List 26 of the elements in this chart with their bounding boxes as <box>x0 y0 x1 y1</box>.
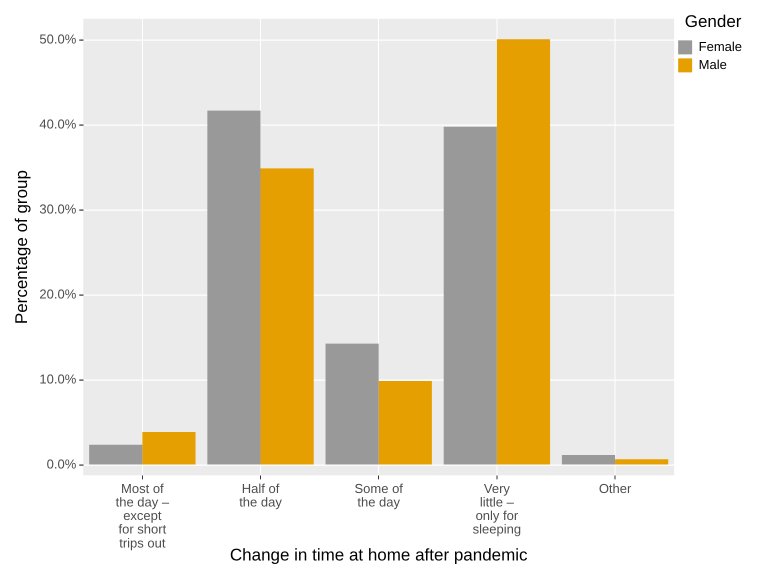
x-tick-label: Very little – only for sleeping <box>472 480 522 537</box>
legend-label: Female <box>698 38 742 54</box>
legend-label: Male <box>698 56 727 72</box>
y-tick-label: 30.0% <box>39 202 77 217</box>
bar <box>326 344 379 465</box>
bar <box>562 454 616 465</box>
y-tick-label: 10.0% <box>39 372 77 387</box>
legend-title: Gender <box>684 12 742 32</box>
x-tick-label: Most of the day – except for short trips out <box>116 480 170 550</box>
y-axis-title: Percentage of group <box>12 170 31 324</box>
x-axis-title: Change in time at home after pandemic <box>230 545 528 564</box>
x-tick-label: Some of the day <box>354 480 404 510</box>
x-tick-label: Other <box>598 480 632 496</box>
y-tick-label: 40.0% <box>39 116 77 132</box>
bar <box>207 110 261 465</box>
y-tick-label: 20.0% <box>39 286 77 302</box>
bar <box>496 39 550 465</box>
bar <box>89 444 142 465</box>
bar <box>615 459 668 465</box>
bar <box>444 126 497 465</box>
x-tick-label: Half of the day <box>239 480 282 510</box>
bar <box>378 380 432 465</box>
bar <box>142 432 196 465</box>
y-tick-label: 0.0% <box>46 456 77 472</box>
bar <box>260 168 314 465</box>
y-tick-label: 50.0% <box>39 32 77 47</box>
